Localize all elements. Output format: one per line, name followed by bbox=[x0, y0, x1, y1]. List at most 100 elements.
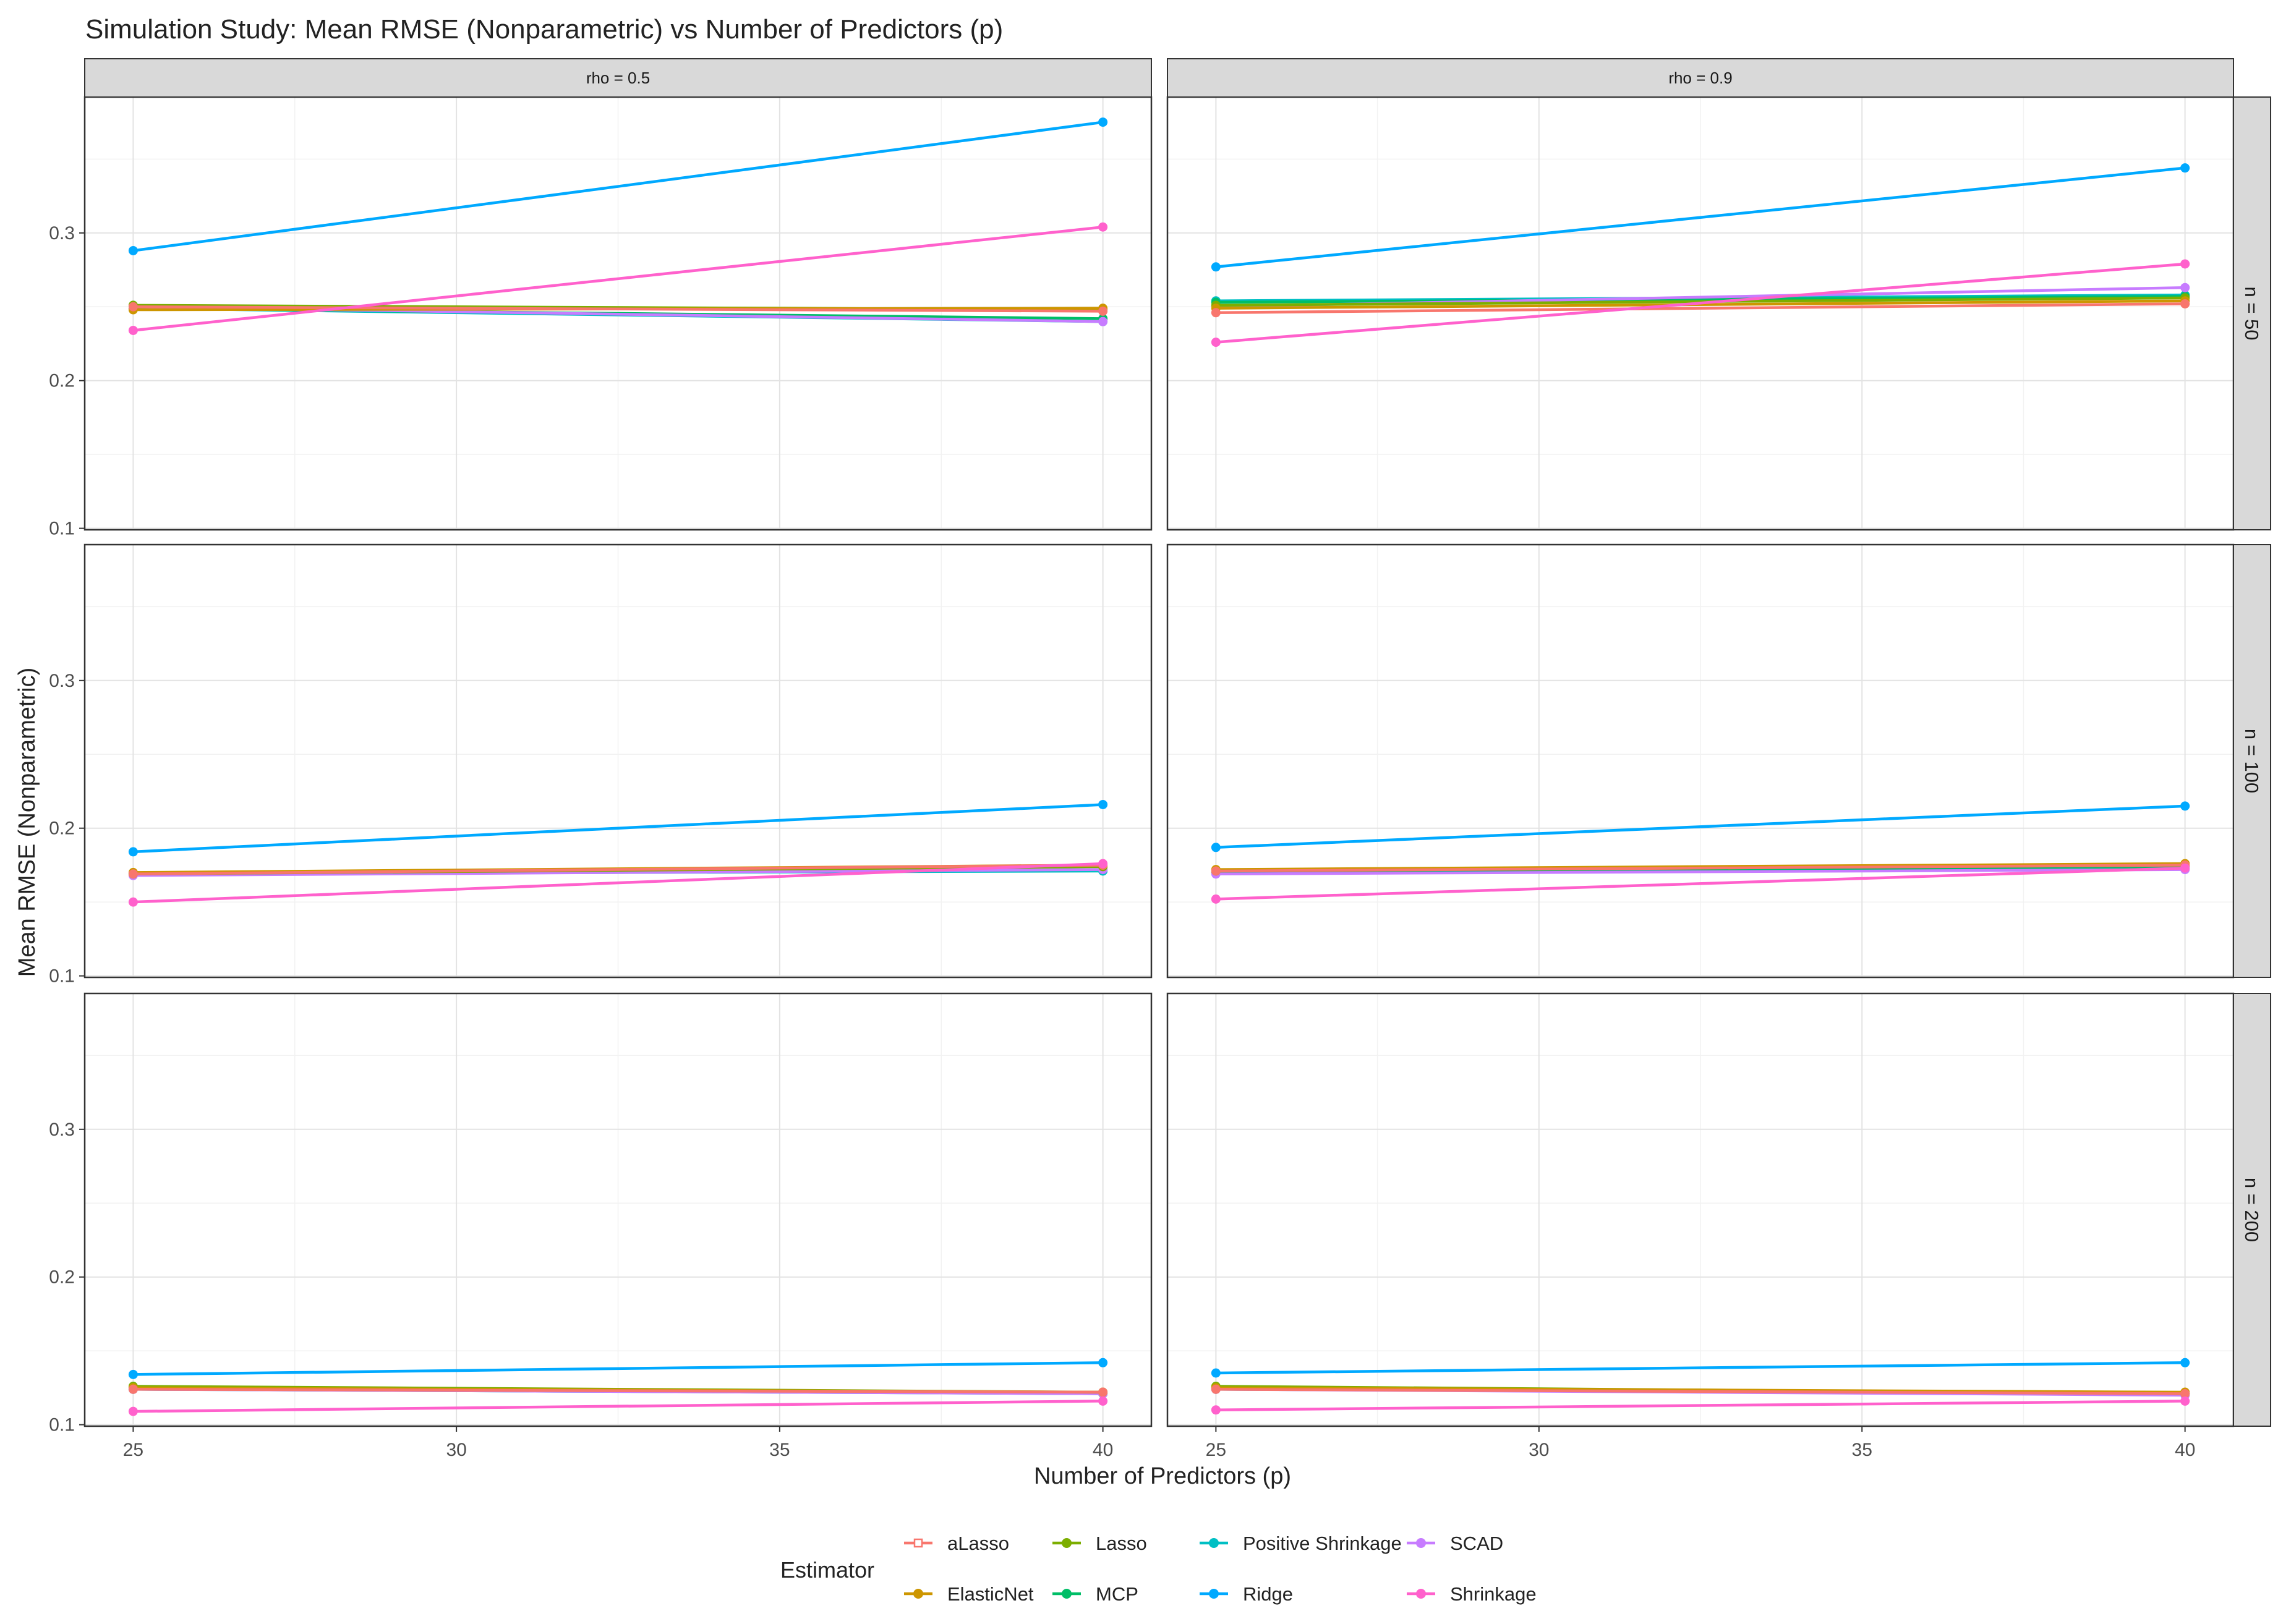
data-point-ridge bbox=[128, 1369, 138, 1379]
data-point-ridge bbox=[1098, 1358, 1108, 1367]
series-line-scad bbox=[1216, 868, 2185, 876]
series-ridge bbox=[1211, 1358, 2190, 1378]
y-tick-label: 0.2 bbox=[49, 818, 75, 839]
series-line-mcp bbox=[1216, 865, 2185, 874]
chart-title: Simulation Study: Mean RMSE (Nonparametr… bbox=[85, 14, 1003, 45]
data-point-ridge bbox=[1211, 843, 1221, 852]
legend-key-marker bbox=[1209, 1538, 1219, 1548]
legend-label-shrinkage: Shrinkage bbox=[1450, 1583, 1537, 1605]
data-point-alasso bbox=[1211, 308, 1221, 318]
strip-label-n-50: n = 50 bbox=[2241, 286, 2263, 340]
series-line-alasso bbox=[1216, 302, 2185, 315]
series-line-shrinkage bbox=[133, 1400, 1103, 1413]
data-point-shrinkage bbox=[1098, 1396, 1108, 1406]
data-point-scad bbox=[2180, 283, 2190, 292]
data-point-shrinkage bbox=[2180, 1396, 2190, 1406]
x-tick-label: 40 bbox=[1093, 1440, 1113, 1460]
series-ridge bbox=[128, 117, 1108, 255]
series-line-ridge bbox=[133, 1361, 1103, 1376]
data-point-shrinkage bbox=[128, 325, 138, 335]
x-tick-label: 35 bbox=[1852, 1440, 1872, 1460]
y-axis-label: Mean RMSE (Nonparametric) bbox=[14, 668, 40, 977]
series-line-lasso bbox=[1216, 296, 2185, 307]
panel-rho-0-9-n-200 bbox=[1166, 992, 2235, 1427]
series-ridge bbox=[128, 799, 1108, 857]
x-tick-label: 35 bbox=[769, 1440, 790, 1460]
x-tick-label: 25 bbox=[123, 1440, 143, 1460]
panel-border bbox=[83, 543, 1153, 979]
data-point-ridge bbox=[128, 847, 138, 857]
data-point-shrinkage bbox=[128, 897, 138, 907]
strip-label-rho-0-5: rho = 0.5 bbox=[586, 69, 650, 87]
x-axis-label: Number of Predictors (p) bbox=[1034, 1463, 1291, 1489]
data-point-shrinkage bbox=[2180, 863, 2190, 873]
x-tick-label: 25 bbox=[1206, 1440, 1226, 1460]
data-point-scad bbox=[1098, 317, 1108, 326]
strip-label-n-200: n = 200 bbox=[2241, 1178, 2263, 1242]
strip-label-rho-0-9: rho = 0.9 bbox=[1668, 69, 1732, 87]
data-point-alasso bbox=[128, 302, 138, 312]
x-tick-label: 30 bbox=[1529, 1440, 1549, 1460]
panel-rho-0-5-n-200 bbox=[83, 992, 1153, 1427]
series-line-shrinkage bbox=[133, 226, 1103, 332]
series-line-elasticnet bbox=[1216, 862, 2185, 871]
data-point-ridge bbox=[1098, 799, 1108, 809]
data-point-alasso bbox=[2180, 299, 2190, 308]
data-point-ridge bbox=[2180, 1358, 2190, 1367]
data-point-alasso bbox=[1211, 1384, 1221, 1394]
data-point-shrinkage bbox=[1098, 222, 1108, 232]
legend-label-positive-shrinkage: Positive Shrinkage bbox=[1243, 1533, 1402, 1554]
data-point-ridge bbox=[2180, 163, 2190, 173]
legend-label-mcp: MCP bbox=[1096, 1583, 1138, 1605]
series-ridge bbox=[1211, 163, 2190, 272]
strip-n-200 bbox=[2233, 993, 2271, 1427]
series-line-ridge bbox=[1216, 1361, 2185, 1375]
legend-item-shrinkage: Shrinkage bbox=[1407, 1583, 1537, 1605]
series-shrinkage bbox=[1211, 863, 2190, 904]
series-line-ridge bbox=[133, 803, 1103, 854]
panel-rho-0-5-n-100 bbox=[83, 543, 1153, 979]
series-line-shrinkage bbox=[133, 862, 1103, 904]
series-shrinkage bbox=[128, 222, 1108, 335]
series-line-ridge bbox=[1216, 166, 2185, 268]
data-point-shrinkage bbox=[1211, 894, 1221, 904]
data-point-shrinkage bbox=[1098, 859, 1108, 869]
panel-rho-0-9-n-100 bbox=[1166, 543, 2235, 979]
series-line-mcp bbox=[1216, 295, 2185, 304]
series-line-alasso bbox=[133, 305, 1103, 313]
y-tick-label: 0.1 bbox=[49, 1415, 75, 1435]
legend-item-scad: SCAD bbox=[1407, 1533, 1503, 1554]
panel-rho-0-5-n-50 bbox=[83, 96, 1153, 531]
series-line-alasso bbox=[133, 864, 1103, 876]
series-line-elasticnet bbox=[1216, 299, 2185, 310]
x-tick-label: 40 bbox=[2175, 1440, 2195, 1460]
legend-key-marker bbox=[1062, 1589, 1072, 1599]
series-line-shrinkage bbox=[1216, 1400, 2185, 1411]
data-point-alasso bbox=[1098, 1387, 1108, 1397]
data-point-shrinkage bbox=[1211, 338, 1221, 347]
y-tick-label: 0.2 bbox=[49, 1267, 75, 1288]
legend-item-mcp: MCP bbox=[1052, 1583, 1138, 1605]
y-tick-label: 0.3 bbox=[49, 1120, 75, 1140]
axes: 0.1 0.2 0.3 0.1 0.2 0.3 0.1 0.2 0.3 25 30 35 40 25 30 3… bbox=[49, 223, 2195, 1460]
series-shrinkage bbox=[1211, 259, 2190, 347]
series-alasso bbox=[128, 302, 1108, 316]
panel-rho-0-9-n-50 bbox=[1166, 96, 2235, 531]
y-tick-label: 0.1 bbox=[49, 966, 75, 987]
legend-label-lasso: Lasso bbox=[1096, 1533, 1147, 1554]
legend-label-ridge: Ridge bbox=[1243, 1583, 1293, 1605]
legend-item-positive-shrinkage: Positive Shrinkage bbox=[1200, 1533, 1402, 1554]
series-shrinkage bbox=[1211, 1396, 2190, 1415]
strip-rho-0-5 bbox=[84, 58, 1152, 98]
series-line-alasso bbox=[133, 1388, 1103, 1394]
series-line-alasso bbox=[1216, 864, 2185, 873]
legend-label-alasso: aLasso bbox=[947, 1533, 1009, 1554]
data-point-ridge bbox=[1211, 262, 1221, 272]
strip-label-n-100: n = 100 bbox=[2241, 729, 2263, 793]
series-alasso bbox=[1211, 299, 2190, 318]
legend-item-elasticnet: ElasticNet bbox=[904, 1583, 1034, 1605]
series-shrinkage bbox=[128, 859, 1108, 907]
data-point-ridge bbox=[128, 245, 138, 255]
data-point-alasso bbox=[1211, 866, 1221, 876]
data-point-ridge bbox=[1211, 1368, 1221, 1378]
